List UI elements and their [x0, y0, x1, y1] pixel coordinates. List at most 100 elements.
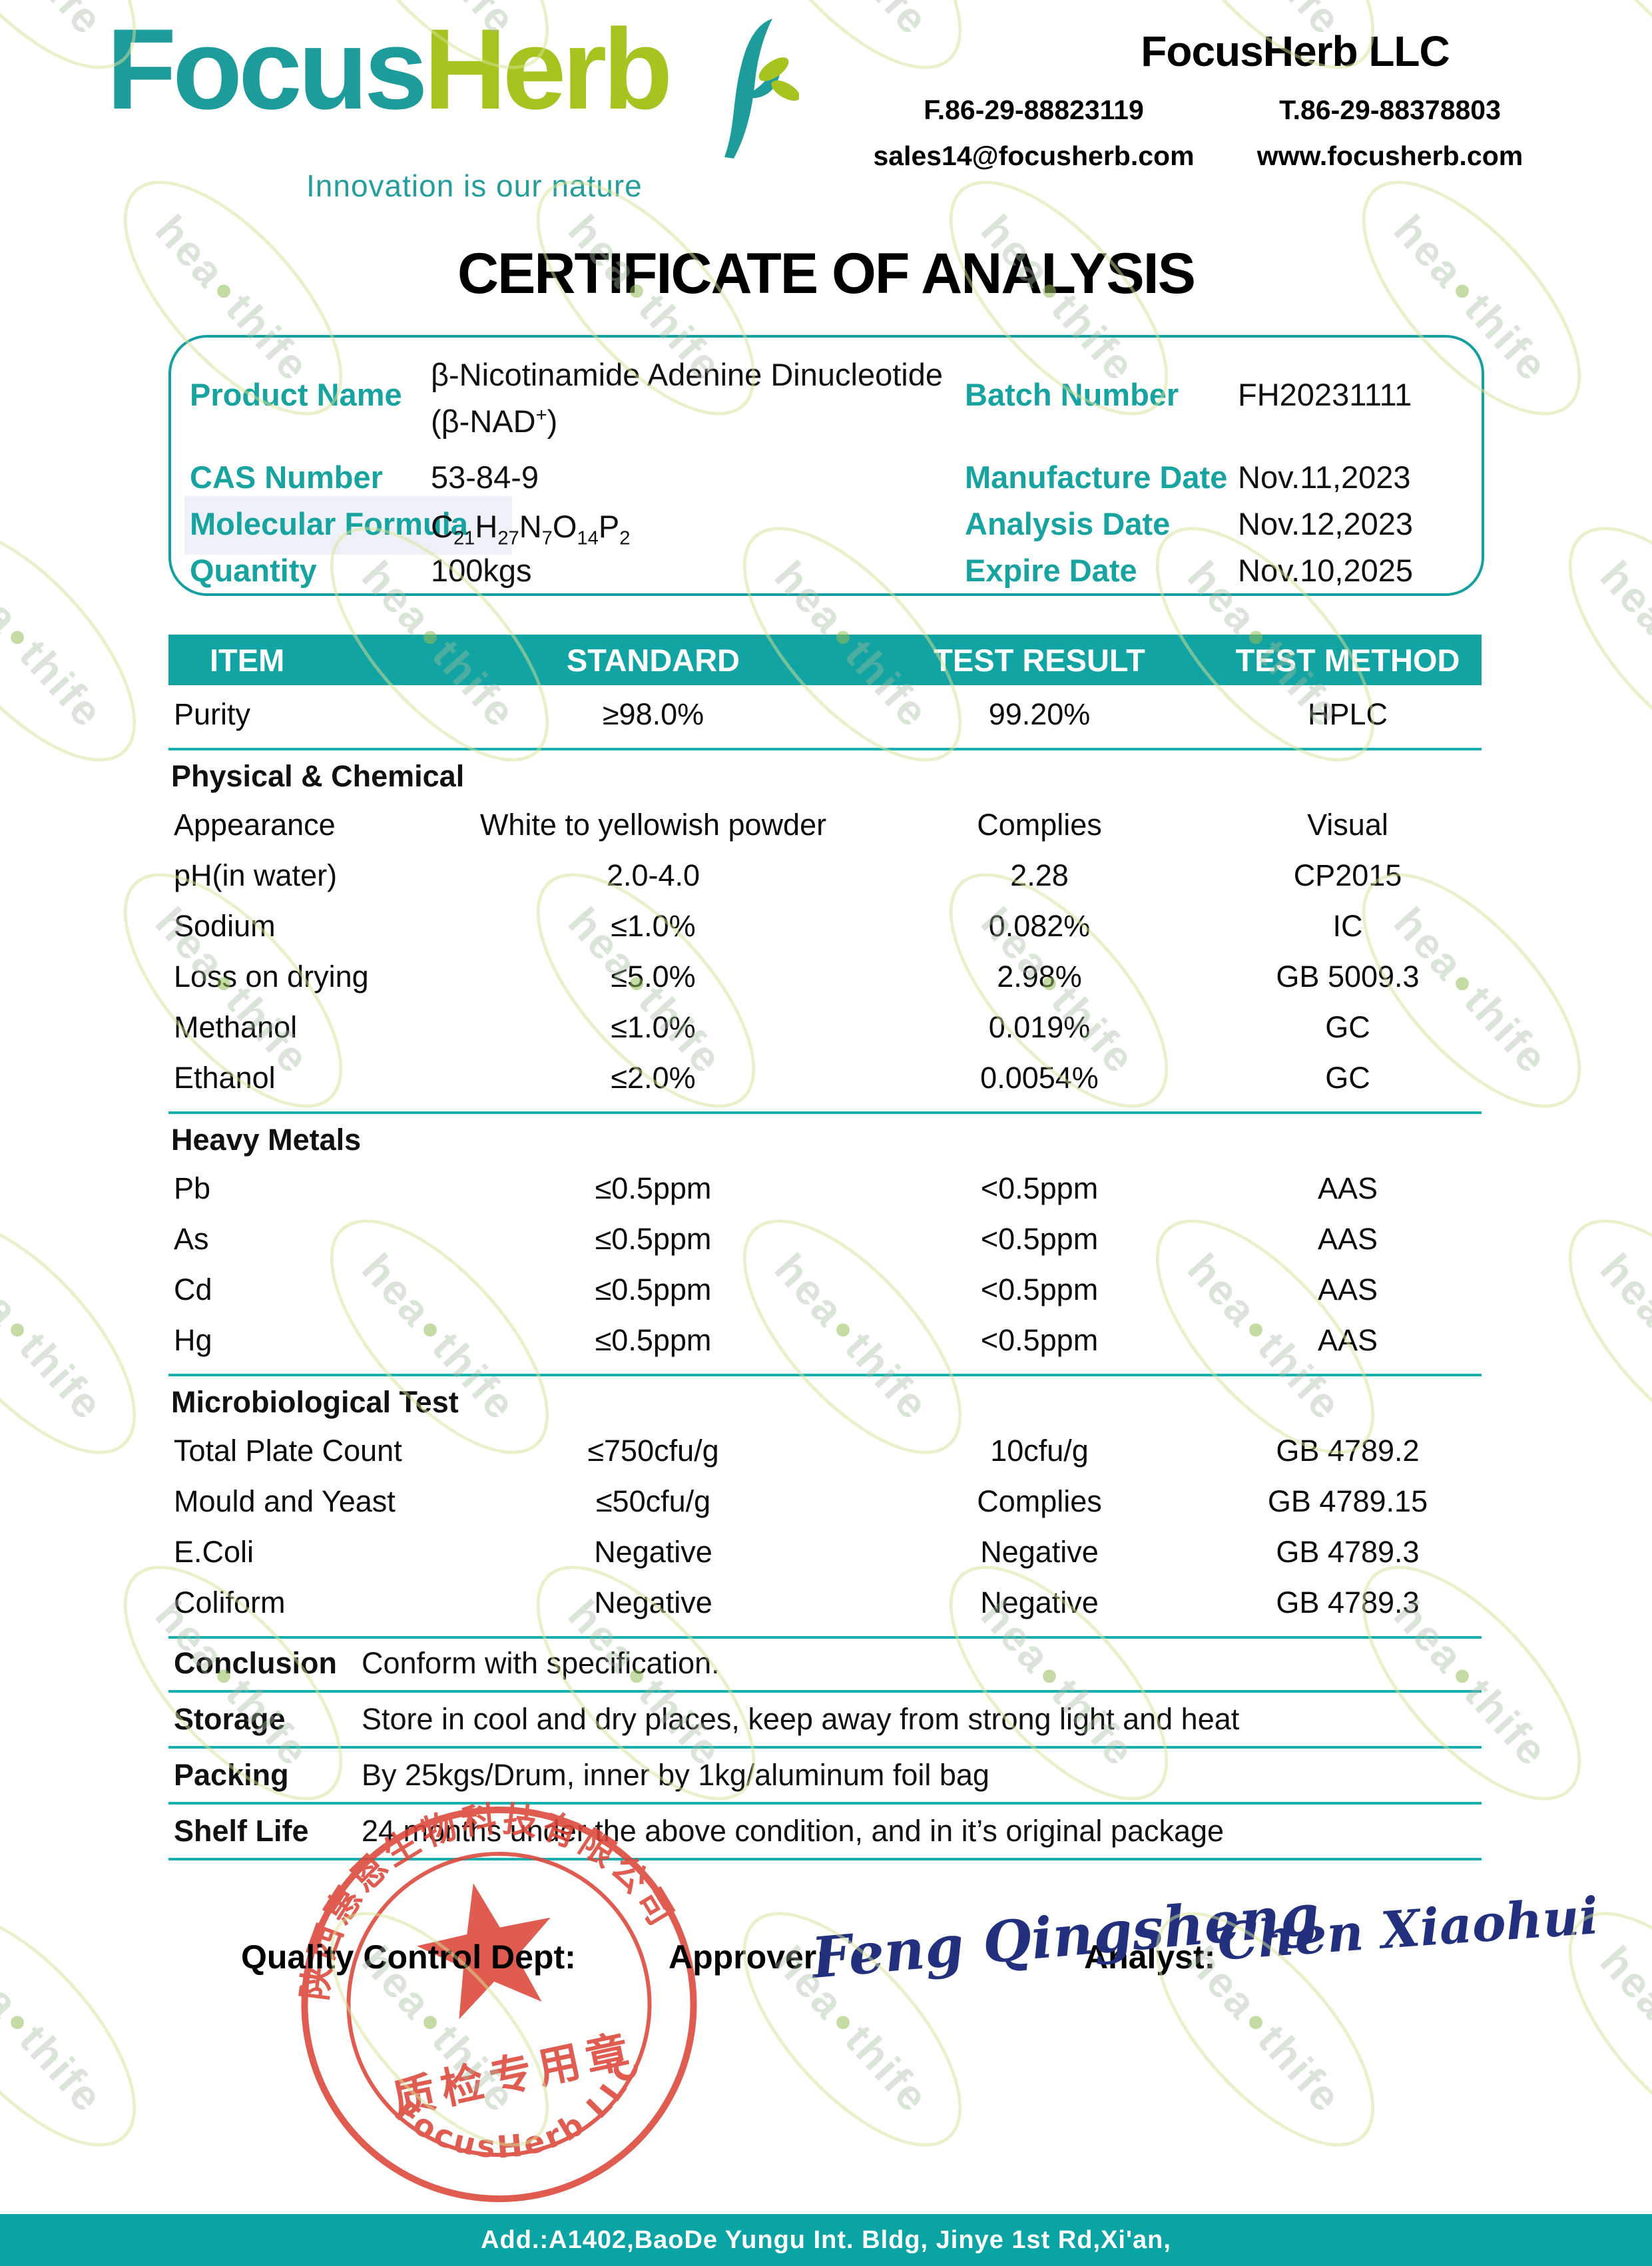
expire-date-value: Nov.10,2025 [1238, 553, 1414, 588]
molecular-formula-label: Molecular Formula [190, 506, 468, 541]
watermark: hea●thife [1531, 1184, 1652, 1490]
table-row: Mould and Yeast ≤50cfu/g Complies GB 4789.1… [168, 1476, 1482, 1527]
conclusion-row: Conclusion Conform with specification. [168, 1637, 1482, 1693]
standard-cell: ≤50cfu/g [595, 1484, 711, 1518]
method-cell: GB 4789.3 [1276, 1585, 1420, 1619]
product-name-value-2: (β-NAD+) [431, 404, 558, 439]
table-row: Cd ≤0.5ppm <0.5ppm AAS [168, 1265, 1482, 1315]
fax-number: F.86-29-88823119 [924, 95, 1144, 125]
footer-bar: Add.:A1402,BaoDe Yungu Int. Bldg, Jinye … [0, 2214, 1652, 2266]
item-cell: Mould and Yeast [174, 1484, 396, 1518]
standard-cell: ≥98.0% [602, 697, 704, 731]
approver-label: Approver: [669, 1938, 828, 1976]
shelf-life-row: Shelf Life 24 months under the above con… [168, 1805, 1482, 1860]
item-cell: pH(in water) [174, 858, 338, 892]
product-name-label: Product Name [190, 377, 402, 412]
result-cell: <0.5ppm [980, 1273, 1099, 1306]
corporate-header: FocusHerb LLC F.86-29-88823119 T.86-29-8… [856, 27, 1568, 172]
method-cell: AAS [1317, 1273, 1378, 1306]
result-cell: <0.5ppm [980, 1171, 1099, 1205]
packing-row: Packing By 25kgs/Drum, inner by 1kg/alum… [168, 1749, 1482, 1805]
table-row: Hg ≤0.5ppm <0.5ppm AAS [168, 1315, 1482, 1366]
result-cell: 0.019% [988, 1010, 1091, 1044]
page-title: CERTIFICATE OF ANALYSIS [457, 242, 1196, 306]
conclusion-label: Conclusion [174, 1646, 337, 1680]
qc-dept-label: Quality Control Dept: [241, 1938, 576, 1976]
plant-icon [673, 17, 800, 164]
phone-number: T.86-29-88378803 [1279, 95, 1501, 125]
result-cell: 2.28 [1010, 858, 1069, 892]
logo-text-focus: Focus [107, 5, 428, 133]
packing-text: By 25kgs/Drum, inner by 1kg/aluminum foi… [362, 1758, 989, 1792]
method-cell: GC [1325, 1010, 1370, 1044]
item-cell: Loss on drying [174, 960, 369, 993]
standard-cell: Negative [594, 1535, 712, 1569]
standard-cell: 2.0-4.0 [606, 858, 700, 892]
watermark: hea●thife [0, 491, 173, 797]
footer-address: Add.:A1402,BaoDe Yungu Int. Bldg, Jinye … [481, 2225, 1171, 2254]
standard-cell: ≤1.0% [611, 909, 696, 943]
table-divider [168, 1636, 1482, 1639]
email-address: sales14@focusherb.com [873, 141, 1195, 171]
analysis-date-value: Nov.12,2023 [1238, 506, 1414, 541]
summary-section: Conclusion Conform with specification. S… [168, 1637, 1482, 1860]
standard-cell: ≤2.0% [611, 1061, 696, 1095]
result-cell: Complies [977, 808, 1102, 842]
result-cell: 0.082% [988, 909, 1091, 943]
manufacture-date-label: Manufacture Date [965, 459, 1228, 495]
item-cell: Pb [174, 1171, 211, 1205]
method-cell: AAS [1317, 1171, 1378, 1205]
item-cell: Appearance [174, 808, 336, 842]
result-cell: <0.5ppm [980, 1222, 1099, 1256]
cas-number-label: CAS Number [190, 459, 383, 495]
table-row: pH(in water) 2.0-4.0 2.28 CP2015 [168, 850, 1482, 901]
shelf-life-label: Shelf Life [174, 1814, 309, 1848]
label-highlight-band [184, 496, 512, 555]
logo-wordmark: FocusHerb [107, 12, 673, 127]
result-cell: Negative [980, 1585, 1099, 1619]
result-cell: <0.5ppm [980, 1323, 1099, 1357]
table-header-row: ITEM STANDARD TEST RESULT TEST METHOD [168, 635, 1482, 685]
item-cell: As [174, 1222, 209, 1256]
method-cell: AAS [1317, 1222, 1378, 1256]
table-section-header: Heavy Metals [171, 1123, 362, 1157]
table-divider [168, 1374, 1482, 1376]
method-cell: GC [1325, 1061, 1370, 1095]
item-cell: Ethanol [174, 1061, 276, 1095]
website-url: www.focusherb.com [1256, 141, 1523, 171]
stamp-star-icon [416, 1883, 551, 2020]
manufacture-date-value: Nov.11,2023 [1238, 459, 1411, 495]
result-cell: Negative [980, 1535, 1099, 1569]
item-cell: Sodium [174, 909, 276, 943]
method-cell: GB 4789.15 [1267, 1484, 1428, 1518]
method-cell: IC [1332, 909, 1363, 943]
company-name: FocusHerb LLC [1141, 27, 1450, 75]
table-row: Pb ≤0.5ppm <0.5ppm AAS [168, 1163, 1482, 1214]
table-section-header: Physical & Chemical [171, 759, 465, 793]
column-header-item: ITEM [210, 642, 285, 678]
table-row: Ethanol ≤2.0% 0.0054% GC [168, 1053, 1482, 1103]
logo-text-herb: Herb [423, 5, 673, 133]
standard-cell: ≤0.5ppm [595, 1323, 712, 1357]
watermark: hea●thife [0, 1184, 173, 1490]
method-cell: HPLC [1307, 697, 1388, 731]
storage-text: Store in cool and dry places, keep away … [362, 1702, 1240, 1736]
table-row: Appearance White to yellowish powder Compl… [168, 800, 1482, 850]
product-info-box: Product Name β-Nicotinamide Adenine Dinu… [168, 335, 1484, 596]
standard-cell: White to yellowish powder [479, 808, 827, 842]
watermark: hea●thife [0, 1876, 173, 2182]
table-row: Total Plate Count ≤750cfu/g 10cfu/g GB 4789… [168, 1426, 1482, 1476]
column-header-standard: STANDARD [566, 642, 740, 678]
table-divider [168, 1111, 1482, 1114]
cas-number-value: 53-84-9 [431, 459, 539, 495]
standard-cell: ≤1.0% [611, 1010, 696, 1044]
method-cell: GB 4789.3 [1276, 1535, 1420, 1569]
molecular-formula-value: C21H27N7O14P2 [431, 509, 631, 549]
table-row: As ≤0.5ppm <0.5ppm AAS [168, 1214, 1482, 1265]
standard-cell: Negative [594, 1585, 712, 1619]
result-cell: 0.0054% [980, 1061, 1099, 1095]
item-cell: Coliform [174, 1585, 286, 1619]
table-row: Methanol ≤1.0% 0.019% GC [168, 1002, 1482, 1053]
expire-date-label: Expire Date [965, 553, 1137, 588]
